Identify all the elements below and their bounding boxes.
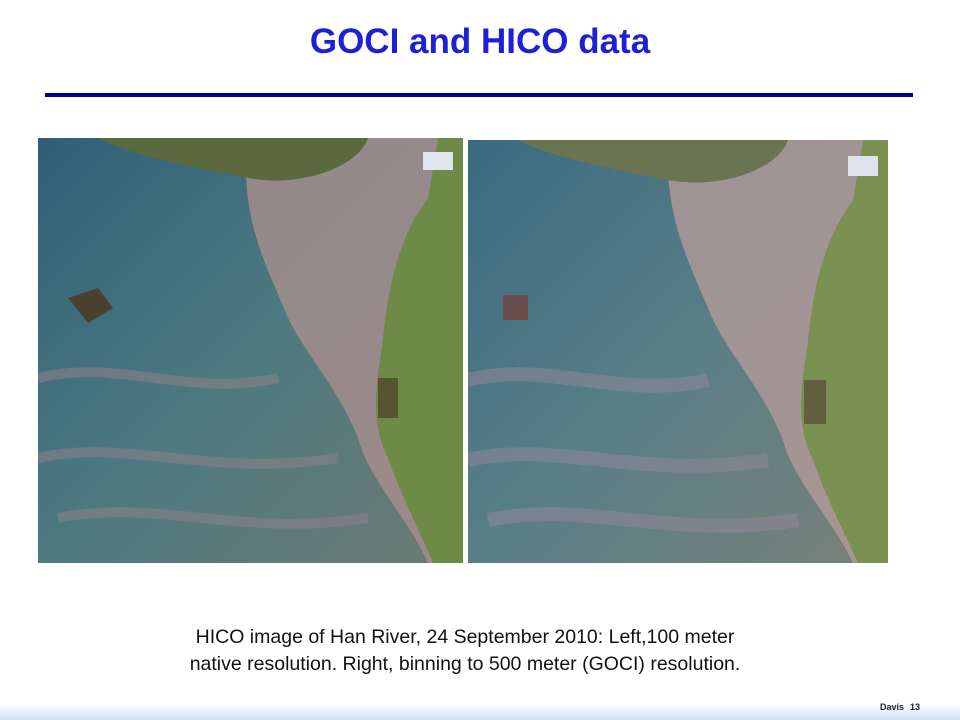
caption-line: native resolution. Right, binning to 500… xyxy=(189,653,741,675)
caption: HICO image of Han River, 24 September 20… xyxy=(0,624,930,678)
page-number: 13 xyxy=(909,702,920,712)
footer: Davis 13 xyxy=(874,702,920,712)
slide-title: GOCI and HICO data xyxy=(309,22,651,61)
footer-author: Davis xyxy=(879,702,904,712)
title-rule xyxy=(45,93,913,97)
footer-band xyxy=(0,704,960,720)
caption-line: HICO image of Han River, 24 September 20… xyxy=(195,626,735,648)
satellite-image-native xyxy=(38,138,463,563)
satellite-image-binned xyxy=(468,140,888,563)
